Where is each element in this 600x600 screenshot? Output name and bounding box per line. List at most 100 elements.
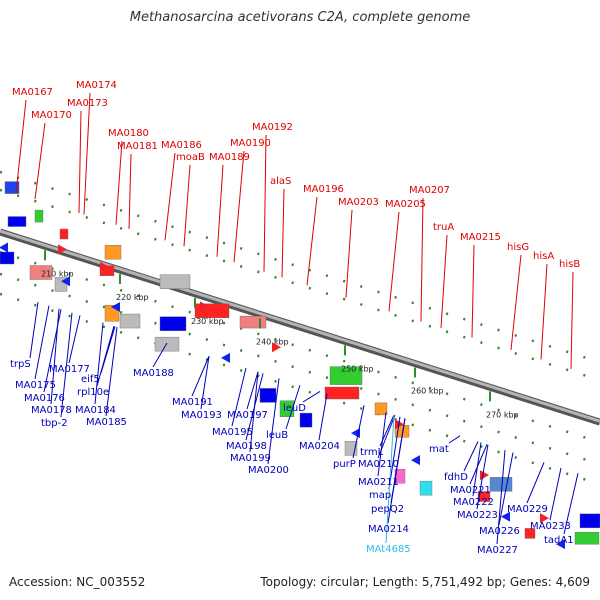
leader-bottom — [385, 414, 395, 544]
kbp-tick-label: 210 kbp — [41, 269, 74, 278]
leader-top — [34, 122, 46, 200]
gene-label-bottom: tbp-2 — [41, 418, 68, 429]
accession-text: Accession: NC_003552 — [9, 575, 146, 589]
gene-label-top: MA0190 — [230, 138, 271, 149]
gene-arrow — [221, 352, 230, 363]
gene-block — [574, 532, 600, 545]
leader-bottom — [34, 305, 50, 380]
leader-bottom — [387, 418, 406, 524]
leader-bottom — [448, 435, 461, 444]
gene-block — [259, 388, 277, 403]
gene-block — [154, 336, 180, 352]
leader-top — [540, 263, 548, 360]
leader-top — [78, 110, 82, 214]
gene-label-bottom: MAt4685 — [366, 544, 411, 555]
gene-label-bottom: MA0188 — [133, 368, 174, 379]
gene-label-top: MA0189 — [209, 152, 250, 163]
gene-block — [239, 315, 267, 329]
leader-bottom — [377, 412, 387, 477]
gene-arrow — [0, 242, 8, 253]
gene-label-top: MA0174 — [76, 80, 117, 91]
gene-label-bottom: MA0175 — [15, 380, 56, 391]
leader-bottom — [388, 416, 401, 490]
leader-top — [345, 209, 353, 298]
gene-label-bottom: tadA1 — [544, 535, 574, 546]
gene-label-bottom: MA0193 — [181, 410, 222, 421]
gene-label-bottom: trpS — [10, 359, 31, 370]
gene-label-bottom: MA0177 — [49, 364, 90, 375]
kbp-tick-label: 240 kbp — [256, 337, 289, 346]
gene-label-bottom: MA0176 — [24, 393, 65, 404]
gene-label-bottom: MA0211 — [358, 477, 399, 488]
gene-label-bottom: MA0185 — [86, 417, 127, 428]
gene-label-bottom: MA0178 — [31, 405, 72, 416]
gene-label-top: MA0196 — [303, 184, 344, 195]
gene-block — [104, 245, 122, 260]
gene-label-bottom: leuD — [283, 403, 306, 414]
leader-top — [115, 140, 123, 225]
gene-label-bottom: pepQ2 — [371, 504, 404, 515]
gene-block — [374, 402, 388, 416]
gene-label-bottom: purP — [333, 459, 356, 470]
leader-bottom — [526, 462, 545, 504]
gene-block — [119, 313, 141, 329]
kbp-tick-label: 270 kbp — [486, 410, 519, 419]
label-leaders — [15, 92, 579, 545]
leader-bottom — [68, 315, 81, 364]
gene-block — [159, 274, 191, 289]
leader-bottom — [96, 326, 115, 387]
gene-arrow — [411, 455, 420, 466]
leader-top — [263, 134, 267, 272]
gene-block — [279, 400, 295, 417]
leader-bottom — [267, 378, 280, 465]
leader-bottom — [472, 442, 482, 497]
gene-label-top: hisB — [559, 259, 580, 270]
leader-bottom — [302, 391, 321, 403]
leader-bottom — [29, 301, 39, 359]
leader-bottom — [463, 441, 479, 472]
leader-bottom — [498, 452, 514, 526]
gene-label-top: MA0205 — [385, 199, 426, 210]
gene-label-bottom: MA0198 — [226, 441, 267, 452]
leader-bottom — [352, 405, 365, 459]
gene-label-bottom: MA0227 — [477, 545, 518, 556]
genome-summary: Topology: circular; Length: 5,751,492 bp… — [260, 575, 590, 589]
gene-label-top: MA0180 — [108, 128, 149, 139]
gene-block — [7, 216, 27, 227]
leader-bottom — [105, 327, 118, 417]
gene-label-bottom: MA0204 — [299, 441, 340, 452]
gene-label-top: MA0167 — [12, 87, 53, 98]
gene-arrow — [200, 301, 209, 312]
gene-block — [419, 480, 433, 496]
gene-label-top: MA0173 — [67, 98, 108, 109]
dotted-guide — [0, 170, 600, 364]
gene-label-top: MA0203 — [338, 197, 379, 208]
gene-label-bottom: MA0195 — [212, 427, 253, 438]
gene-arrow — [272, 342, 281, 353]
leader-top — [306, 196, 318, 286]
leader-top — [233, 150, 245, 263]
kbp-tick-label: 260 kbp — [411, 387, 444, 396]
leader-bottom — [246, 371, 259, 410]
gene-block — [489, 477, 513, 492]
leader-top — [471, 244, 475, 338]
dotted-guide — [0, 188, 600, 382]
gene-label-top: MA0186 — [161, 140, 202, 151]
kbp-tick-label: 250 kbp — [341, 364, 374, 373]
leader-bottom — [249, 371, 259, 453]
leader-bottom — [152, 342, 168, 368]
leader-bottom — [231, 367, 247, 427]
leader-bottom — [60, 312, 73, 418]
gene-arrow — [480, 470, 489, 481]
gene-label-bottom: map — [369, 490, 391, 501]
gene-block — [159, 316, 187, 331]
gene-arrow — [111, 302, 120, 313]
gene-label-bottom: mat — [429, 444, 449, 455]
gene-label-top: hisG — [507, 242, 529, 253]
leader-bottom — [94, 322, 104, 405]
gene-label-bottom: MA0214 — [368, 524, 409, 535]
leader-top — [164, 152, 176, 241]
leader-bottom — [191, 356, 210, 397]
